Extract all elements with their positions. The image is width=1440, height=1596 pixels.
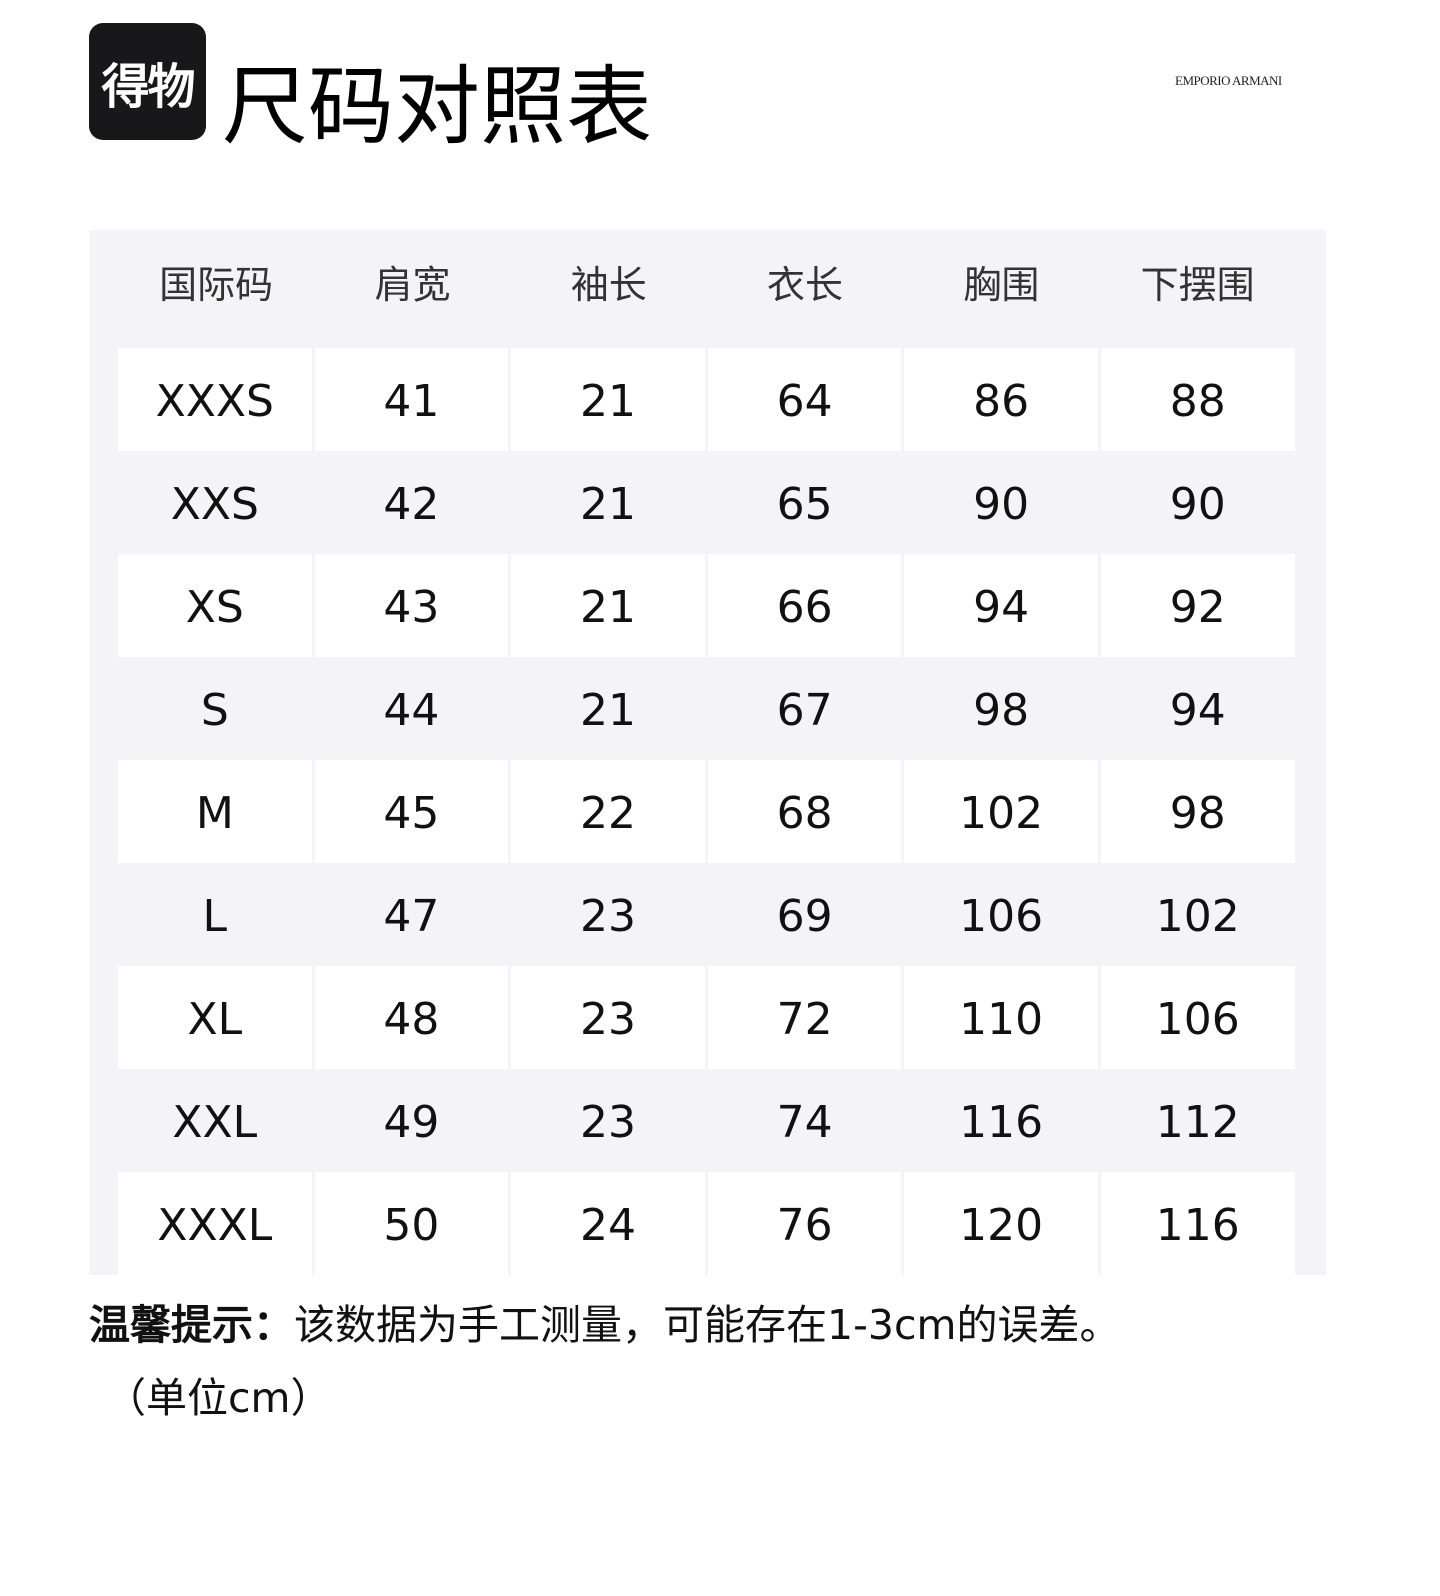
column-header: 下摆围 xyxy=(1140,263,1255,307)
size-table: 国际码 肩宽 袖长 衣长 胸围 下摆围 XXXS 41 21 64 86 88 XXS 42 21 65 90… xyxy=(89,230,1326,1275)
table-cell: 72 xyxy=(707,966,902,1069)
column-header: 胸围 xyxy=(963,263,1040,307)
table-cell: 41 xyxy=(314,348,509,451)
table-cell: 116 xyxy=(959,1097,1044,1148)
table-cell: 22 xyxy=(511,760,705,863)
table-cell: 45 xyxy=(314,760,509,863)
table-cell: S xyxy=(200,685,229,736)
dewu-logo: 得物 xyxy=(89,23,206,140)
table-cell: XXXL xyxy=(118,1172,312,1275)
table-cell: 120 xyxy=(904,1172,1098,1275)
brand-logo: EMPORIO ARMANI xyxy=(1175,73,1282,88)
column-header: 袖长 xyxy=(570,263,647,307)
table-cell: 64 xyxy=(707,348,902,451)
table-cell: 88 xyxy=(1100,348,1295,451)
table-cell: 92 xyxy=(1100,554,1295,657)
table-row: XXXL 50 24 76 120 116 xyxy=(118,1172,1295,1275)
table-cell: 74 xyxy=(776,1097,833,1148)
table-row: L 47 23 69 106 102 xyxy=(118,863,1295,966)
table-row: XXS 42 21 65 90 90 xyxy=(118,451,1295,554)
table-cell: 106 xyxy=(959,891,1044,942)
table-row: XS 43 21 66 94 92 xyxy=(118,554,1295,657)
table-cell: 43 xyxy=(314,554,509,657)
table-cell: 23 xyxy=(579,1097,636,1148)
table-cell: XXXS xyxy=(118,348,312,451)
table-cell: 66 xyxy=(707,554,902,657)
table-cell: 90 xyxy=(1169,479,1226,530)
table-cell: 86 xyxy=(904,348,1098,451)
table-cell: 94 xyxy=(1169,685,1226,736)
table-cell: 102 xyxy=(904,760,1098,863)
table-header: 国际码 肩宽 袖长 衣长 胸围 下摆围 xyxy=(118,230,1296,348)
table-cell: XS xyxy=(118,554,312,657)
logo-text: 得物 xyxy=(101,58,195,115)
note-text: 该数据为手工测量，可能存在1-3cm的误差。 xyxy=(294,1301,1121,1349)
table-cell: 112 xyxy=(1155,1097,1240,1148)
table-row: XXL 49 23 74 116 112 xyxy=(118,1069,1295,1172)
unit-note: （单位cm） xyxy=(105,1374,332,1422)
table-cell: 106 xyxy=(1100,966,1295,1069)
table-cell: 69 xyxy=(776,891,833,942)
table-cell: 50 xyxy=(314,1172,509,1275)
table-cell: XXL xyxy=(172,1097,258,1148)
table-cell: 24 xyxy=(511,1172,705,1275)
table-cell: 98 xyxy=(1100,760,1295,863)
note-label: 温馨提示： xyxy=(89,1301,294,1349)
column-header: 衣长 xyxy=(767,263,844,307)
table-cell: 98 xyxy=(973,685,1030,736)
column-header: 国际码 xyxy=(159,263,274,307)
table-cell: 110 xyxy=(904,966,1098,1069)
table-cell: 102 xyxy=(1155,891,1240,942)
table-cell: 49 xyxy=(383,1097,440,1148)
table-row: XXXS 41 21 64 86 88 xyxy=(118,348,1295,451)
table-cell: 21 xyxy=(511,554,705,657)
table-cell: XXS xyxy=(170,479,259,530)
column-header: 肩宽 xyxy=(374,263,451,307)
table-cell: 21 xyxy=(579,685,636,736)
table-row: XL 48 23 72 110 106 xyxy=(118,966,1295,1069)
table-cell: 94 xyxy=(904,554,1098,657)
table-cell: M xyxy=(118,760,312,863)
table-cell: 23 xyxy=(511,966,705,1069)
table-cell: 44 xyxy=(383,685,440,736)
table-cell: 47 xyxy=(383,891,440,942)
table-cell: XL xyxy=(118,966,312,1069)
page-title: 尺码对照表 xyxy=(222,57,652,157)
table-cell: 42 xyxy=(383,479,440,530)
table-cell: 65 xyxy=(776,479,833,530)
table-cell: 116 xyxy=(1100,1172,1295,1275)
table-cell: 68 xyxy=(707,760,902,863)
note: 温馨提示：该数据为手工测量，可能存在1-3cm的误差。 xyxy=(89,1295,1120,1355)
table-cell: 21 xyxy=(579,479,636,530)
table-cell: 21 xyxy=(511,348,705,451)
table-cell: 67 xyxy=(776,685,833,736)
table-cell: 76 xyxy=(707,1172,902,1275)
table-row: S 44 21 67 98 94 xyxy=(118,657,1295,760)
table-cell: 23 xyxy=(579,891,636,942)
table-cell: L xyxy=(202,891,228,942)
table-cell: 90 xyxy=(973,479,1030,530)
table-row: M 45 22 68 102 98 xyxy=(118,760,1295,863)
table-cell: 48 xyxy=(314,966,509,1069)
